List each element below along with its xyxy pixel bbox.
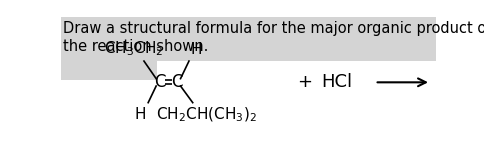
Text: Draw a structural formula for the major organic product of: Draw a structural formula for the major … bbox=[63, 21, 484, 36]
Bar bbox=[60, 17, 436, 61]
Text: C: C bbox=[154, 73, 166, 91]
Text: H: H bbox=[191, 42, 202, 57]
Text: +: + bbox=[297, 73, 312, 91]
Text: CH$_2$CH(CH$_3$)$_2$: CH$_2$CH(CH$_3$)$_2$ bbox=[156, 106, 257, 124]
Bar bbox=[60, 61, 157, 80]
Text: H: H bbox=[135, 107, 146, 122]
Text: the reaction shown.: the reaction shown. bbox=[63, 39, 208, 54]
Text: CH$_3$CH$_2$: CH$_3$CH$_2$ bbox=[104, 39, 164, 58]
Text: HCl: HCl bbox=[321, 73, 353, 91]
Text: C: C bbox=[171, 73, 182, 91]
